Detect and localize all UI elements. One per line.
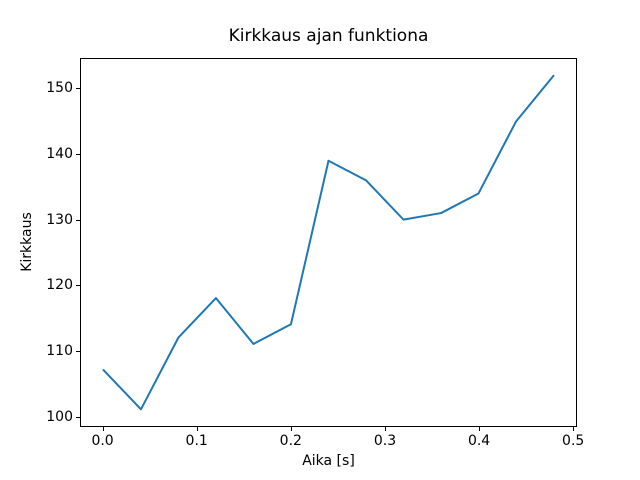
y-tick-label: 140 xyxy=(46,145,73,162)
y-tick-mark xyxy=(76,219,80,221)
y-tick-mark xyxy=(76,87,80,89)
y-axis-label: Kirkkaus xyxy=(19,212,35,272)
y-tick-mark xyxy=(76,285,80,287)
y-tick-mark xyxy=(76,153,80,155)
x-tick-mark xyxy=(102,427,104,431)
y-tick-label: 130 xyxy=(46,211,73,228)
x-tick-mark xyxy=(385,427,386,431)
y-tick-mark xyxy=(76,416,80,418)
y-tick-label: 100 xyxy=(46,408,73,425)
x-tick-label: 0.0 xyxy=(91,433,114,449)
x-tick-mark xyxy=(196,427,198,431)
x-tick-label: 0.3 xyxy=(373,433,397,449)
x-tick-mark xyxy=(290,427,292,431)
x-axis-label: Aika [s] xyxy=(302,453,355,469)
y-tick-label: 110 xyxy=(46,343,73,359)
x-tick-label: 0.1 xyxy=(185,433,208,449)
plot-area xyxy=(80,58,577,427)
x-tick-mark xyxy=(573,427,575,431)
line-plot-svg xyxy=(102,74,555,411)
y-tick-label: 120 xyxy=(46,277,73,294)
x-tick-label: 0.5 xyxy=(562,433,585,449)
chart-title: Kirkkaus ajan funktiona xyxy=(228,26,429,46)
y-tick-mark xyxy=(76,351,80,352)
x-tick-label: 0.2 xyxy=(279,433,302,449)
x-tick-label: 0.4 xyxy=(467,433,491,449)
x-tick-mark xyxy=(479,427,481,431)
y-tick-label: 150 xyxy=(46,79,73,96)
brightness-line xyxy=(102,74,555,411)
